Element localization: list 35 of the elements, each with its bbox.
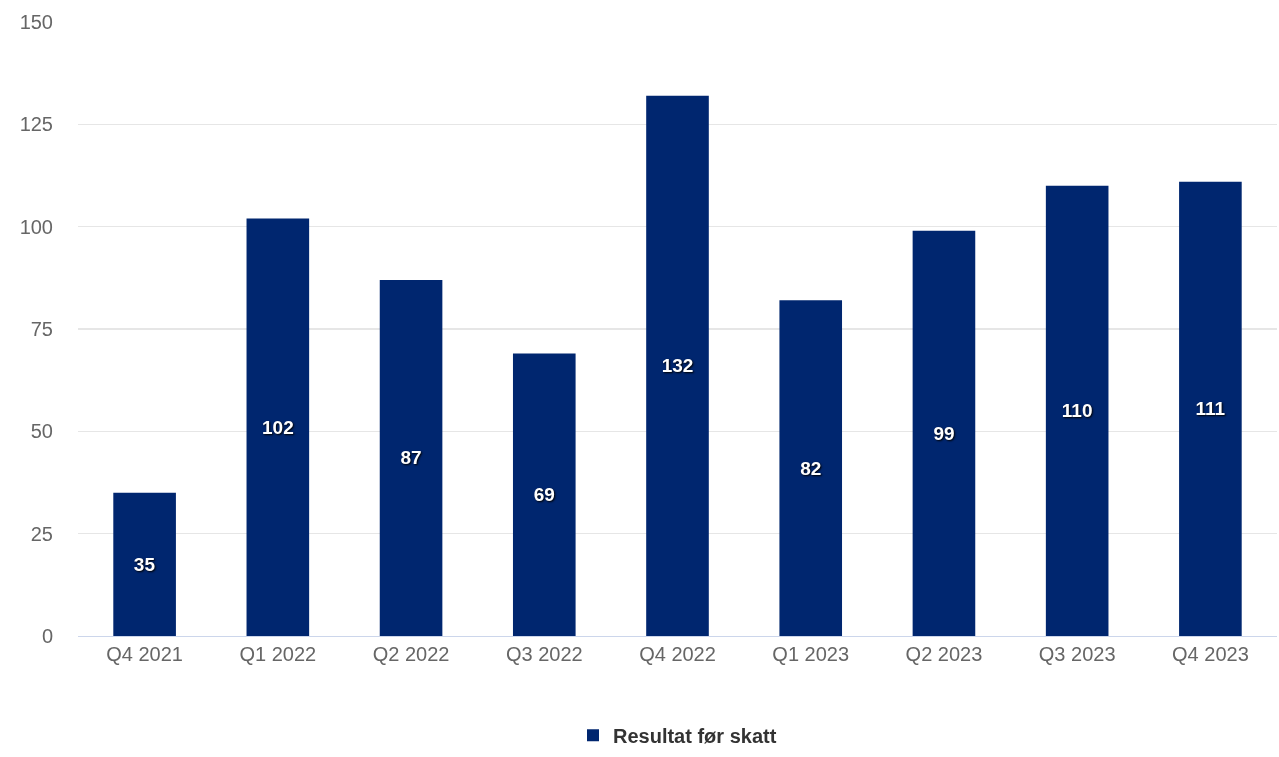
- y-tick-label: 50: [30, 420, 53, 443]
- y-tick-label: 0: [41, 625, 53, 647]
- x-tick-label: Q4 2021: [106, 643, 183, 665]
- y-tick-label: 150: [19, 11, 53, 33]
- x-tick-label: Q3 2023: [1038, 643, 1116, 665]
- data-label: 35: [133, 553, 156, 575]
- y-tick-label: 25: [30, 522, 53, 545]
- bar: [912, 230, 976, 636]
- bar: [113, 492, 176, 636]
- data-label: 87: [400, 447, 422, 469]
- data-label: 132: [661, 355, 694, 377]
- bar: [779, 300, 843, 636]
- legend-label: Resultat før skatt: [613, 725, 777, 748]
- x-tick-label: Q2 2022: [372, 643, 450, 665]
- bar: [646, 95, 709, 636]
- x-tick-label: Q1 2023: [772, 643, 850, 665]
- data-label: 111: [1195, 398, 1226, 420]
- x-tick-label: Q4 2022: [639, 643, 716, 665]
- data-label: 82: [800, 457, 822, 479]
- data-label: 99: [933, 422, 955, 444]
- bar: [1045, 185, 1109, 636]
- x-tick-label: Q1 2022: [239, 643, 317, 665]
- y-tick-label: 100: [19, 215, 53, 238]
- bar: [379, 279, 443, 636]
- data-label: 110: [1061, 400, 1093, 422]
- data-label: 102: [261, 416, 294, 438]
- bar: [1179, 181, 1242, 636]
- bar: [512, 353, 576, 636]
- y-tick-label: 75: [30, 318, 53, 340]
- x-tick-label: Q4 2023: [1172, 643, 1249, 665]
- data-label: 69: [533, 484, 555, 506]
- y-tick-label: 125: [19, 113, 53, 136]
- bar: [246, 218, 310, 636]
- x-tick-label: Q2 2023: [905, 643, 983, 665]
- x-tick-label: Q3 2022: [505, 643, 583, 665]
